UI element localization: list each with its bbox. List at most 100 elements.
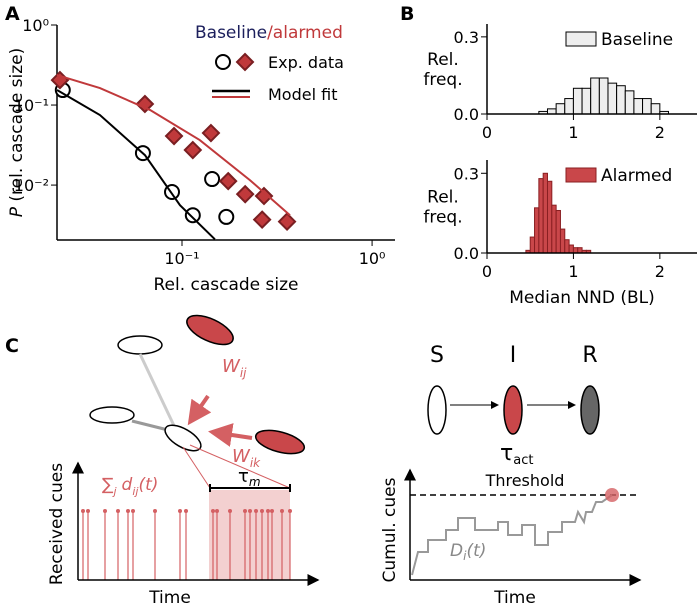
legend-swatch xyxy=(565,167,597,183)
weight-label: Wij xyxy=(222,356,247,380)
x-tick-label: 1 xyxy=(568,262,578,281)
hist-bar xyxy=(572,247,579,254)
x-tick-label: 0 xyxy=(482,123,492,142)
cue-head xyxy=(248,509,252,513)
agent xyxy=(254,429,306,455)
cue-head xyxy=(288,509,292,513)
cue-head xyxy=(228,509,232,513)
hist-bar xyxy=(633,98,644,115)
legend-marker xyxy=(215,54,231,70)
y-tick-label: 10⁰ xyxy=(22,16,49,35)
zoom-line xyxy=(182,446,211,489)
hist-bar xyxy=(568,244,574,254)
d-label: Di(t) xyxy=(450,541,486,563)
cue-head xyxy=(131,509,135,513)
hist-bar xyxy=(538,178,544,254)
hist-bar xyxy=(616,85,626,115)
data-point xyxy=(235,184,255,204)
data-point xyxy=(218,171,238,191)
x-label: Time xyxy=(148,588,191,608)
cue-head xyxy=(178,509,182,513)
panel-c: Wij Wik τm ∑j dij(t) Received cues Time S… xyxy=(47,314,642,608)
cue-head xyxy=(81,509,85,513)
cue-head xyxy=(215,509,219,513)
state xyxy=(580,385,600,435)
y-label: freq. xyxy=(423,208,462,228)
data-point xyxy=(277,212,297,231)
hist-bar xyxy=(546,108,557,115)
hist-bar xyxy=(590,77,600,115)
state xyxy=(427,385,447,435)
threshold-hit xyxy=(605,488,619,502)
y-label: freq. xyxy=(423,70,462,90)
tau-m: τm xyxy=(238,466,261,489)
y-tick-label: 0.0 xyxy=(454,105,479,124)
cue-head xyxy=(260,509,264,513)
state-label: S xyxy=(430,343,444,368)
legend-label: Alarmed xyxy=(601,166,672,186)
arrow xyxy=(208,423,253,447)
data-point xyxy=(201,123,221,143)
legend-title-part: Baseline xyxy=(195,23,267,43)
hist-bar xyxy=(598,77,609,115)
legend-label: Exp. data xyxy=(268,53,344,72)
legend-label: Baseline xyxy=(601,30,673,50)
cue-head xyxy=(126,509,130,513)
panel-label: B xyxy=(400,3,414,25)
x-tick-label: 0 xyxy=(482,262,492,281)
data-point xyxy=(204,171,221,188)
y-tick-label: 10⁻¹ xyxy=(14,96,49,115)
y-label: Cumul. cues xyxy=(380,477,400,582)
cumulative-path xyxy=(411,494,613,576)
x-tick-label: 10⁰ xyxy=(359,249,386,268)
cue-head xyxy=(211,509,215,513)
agent xyxy=(89,406,135,424)
data-point xyxy=(135,94,155,114)
hist-bar xyxy=(559,228,566,254)
hist-bar xyxy=(551,204,557,254)
hist-bar xyxy=(577,247,583,254)
hist-bar xyxy=(546,180,553,254)
agent xyxy=(117,335,163,355)
data-point xyxy=(164,126,184,146)
legend-swatch xyxy=(565,31,597,47)
state xyxy=(503,385,523,435)
hist-bar xyxy=(607,82,618,115)
link xyxy=(138,353,179,433)
panel-label: C xyxy=(5,335,19,357)
y-label-italic: P xyxy=(7,206,27,217)
x-label: Rel. cascade size xyxy=(153,275,298,295)
y-tick-label: 0.0 xyxy=(454,244,479,263)
legend-label: Model fit xyxy=(268,85,337,104)
hist-bar xyxy=(564,98,574,115)
agent xyxy=(186,314,234,346)
data-point xyxy=(218,208,235,225)
hist-bar xyxy=(642,98,652,115)
x-tick-label: 2 xyxy=(655,262,665,281)
y-label: Rel. xyxy=(427,188,459,208)
bracket xyxy=(209,484,291,492)
legend-marker xyxy=(235,52,255,72)
y-label: P (rel. cascade size) xyxy=(7,48,27,218)
cue-head xyxy=(153,509,157,513)
sum-label: ∑j dij(t) xyxy=(102,475,158,498)
cue-head xyxy=(266,509,270,513)
state-label: I xyxy=(510,343,517,368)
x-tick-label: 2 xyxy=(655,123,665,142)
hist-bar xyxy=(555,103,566,115)
data-point xyxy=(184,207,201,224)
cue-head xyxy=(270,509,274,513)
cue-head xyxy=(254,509,258,513)
state-label: R xyxy=(582,343,597,368)
agent xyxy=(164,424,202,452)
cue-head xyxy=(116,509,120,513)
y-tick-label: 10⁻² xyxy=(14,176,49,195)
cue-head xyxy=(280,509,284,513)
y-label: Received cues xyxy=(47,463,67,585)
hist-bar xyxy=(542,172,548,254)
fit-line xyxy=(56,89,216,241)
threshold-label: Threshold xyxy=(485,471,565,490)
hist-bar xyxy=(572,87,583,115)
legend-title: Baseline/alarmed xyxy=(195,23,343,43)
